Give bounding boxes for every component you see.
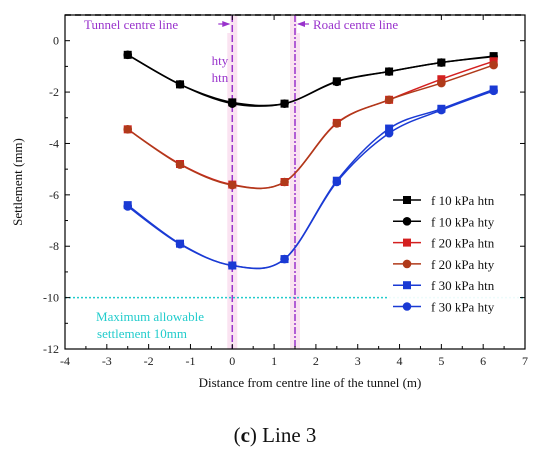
series-4-point-1 [123,125,133,134]
x-axis-title: Distance from centre line of the tunnel … [199,375,422,390]
series-2-point-6 [384,67,394,76]
series-4-point-5 [332,119,342,128]
series-6-point-2 [175,239,185,249]
series-4-point-2 [175,160,185,169]
series-6-point-7 [437,105,446,115]
series-4-point-6 [384,95,394,105]
x-tick-label: 5 [438,354,444,368]
x-tick-label: -4 [60,354,70,368]
legend-label-2: f 10 kPa hty [431,214,495,229]
y-tick-label: -10 [43,291,59,305]
series-6-point-1 [123,202,133,211]
legend-marker-6 [402,302,412,311]
legend-label-5: f 30 kPa htn [431,278,495,293]
y-tick-label: -4 [49,136,59,150]
series-2-point-1 [123,50,133,60]
tunnel-label-bg [66,16,231,33]
y-axis-title: Settlement (mm) [10,138,25,226]
x-tick-label: -3 [102,354,112,368]
series-line-4 [127,64,494,190]
series-4-point-3 [227,180,237,190]
legend-label-1: f 10 kPa htn [431,193,495,208]
legend-box [389,189,520,323]
legend-marker-4 [402,259,412,269]
y-tick-label: 0 [53,34,59,48]
htn-label: htn [212,70,229,85]
x-tick-label: -1 [185,354,195,368]
series-2-point-7 [437,58,446,67]
legend-marker-1 [403,196,411,204]
figure-caption: (c) Line 3 [234,423,317,447]
x-tick-label: 6 [480,354,486,368]
hty-label: hty [212,53,229,68]
x-tick-label: 4 [397,354,403,368]
series-2-point-3 [227,99,237,108]
x-tick-label: 7 [522,354,528,368]
series-4-point-4 [280,177,289,187]
road-centre-band [290,16,300,349]
series-5-point-6 [385,124,394,133]
series-6-point-5 [332,177,342,187]
x-tick-label: -2 [144,354,154,368]
y-tick-label: -2 [49,85,59,99]
legend-label-6: f 30 kPa hty [431,300,495,315]
x-tick-label: 2 [313,354,319,368]
legend-label-3: f 20 kPa htn [431,236,495,251]
road-label-bg [297,16,437,33]
series-6-point-6 [384,128,394,138]
allowable-label-line1: Maximum allowable [96,309,204,324]
x-tick-label: 3 [355,354,361,368]
legend-marker-5 [403,281,411,290]
x-tick-label: 0 [229,354,235,368]
series-2-point-2 [175,80,185,89]
y-tick-label: -6 [49,188,59,202]
series-2-point-5 [332,77,342,87]
series-line-2 [127,54,494,107]
series-6-point-4 [280,254,289,264]
tunnel-centre-label: Tunnel centre line [84,17,178,32]
series-2-point-4 [280,99,289,108]
y-tick-label: -8 [49,239,59,253]
y-tick-label: -12 [43,342,59,356]
x-tick-label: 1 [271,354,277,368]
series-6-point-3 [227,261,237,270]
legend-marker-2 [402,217,412,226]
legend-label-4: f 20 kPa hty [431,257,495,272]
road-centre-label: Road centre line [313,17,398,32]
series-4-point-7 [437,78,446,88]
legend-marker-3 [403,238,411,247]
series-6-point-8 [489,86,498,96]
allowable-label-line2: settlement 10mm [97,326,187,341]
series-4-point-8 [489,60,498,70]
